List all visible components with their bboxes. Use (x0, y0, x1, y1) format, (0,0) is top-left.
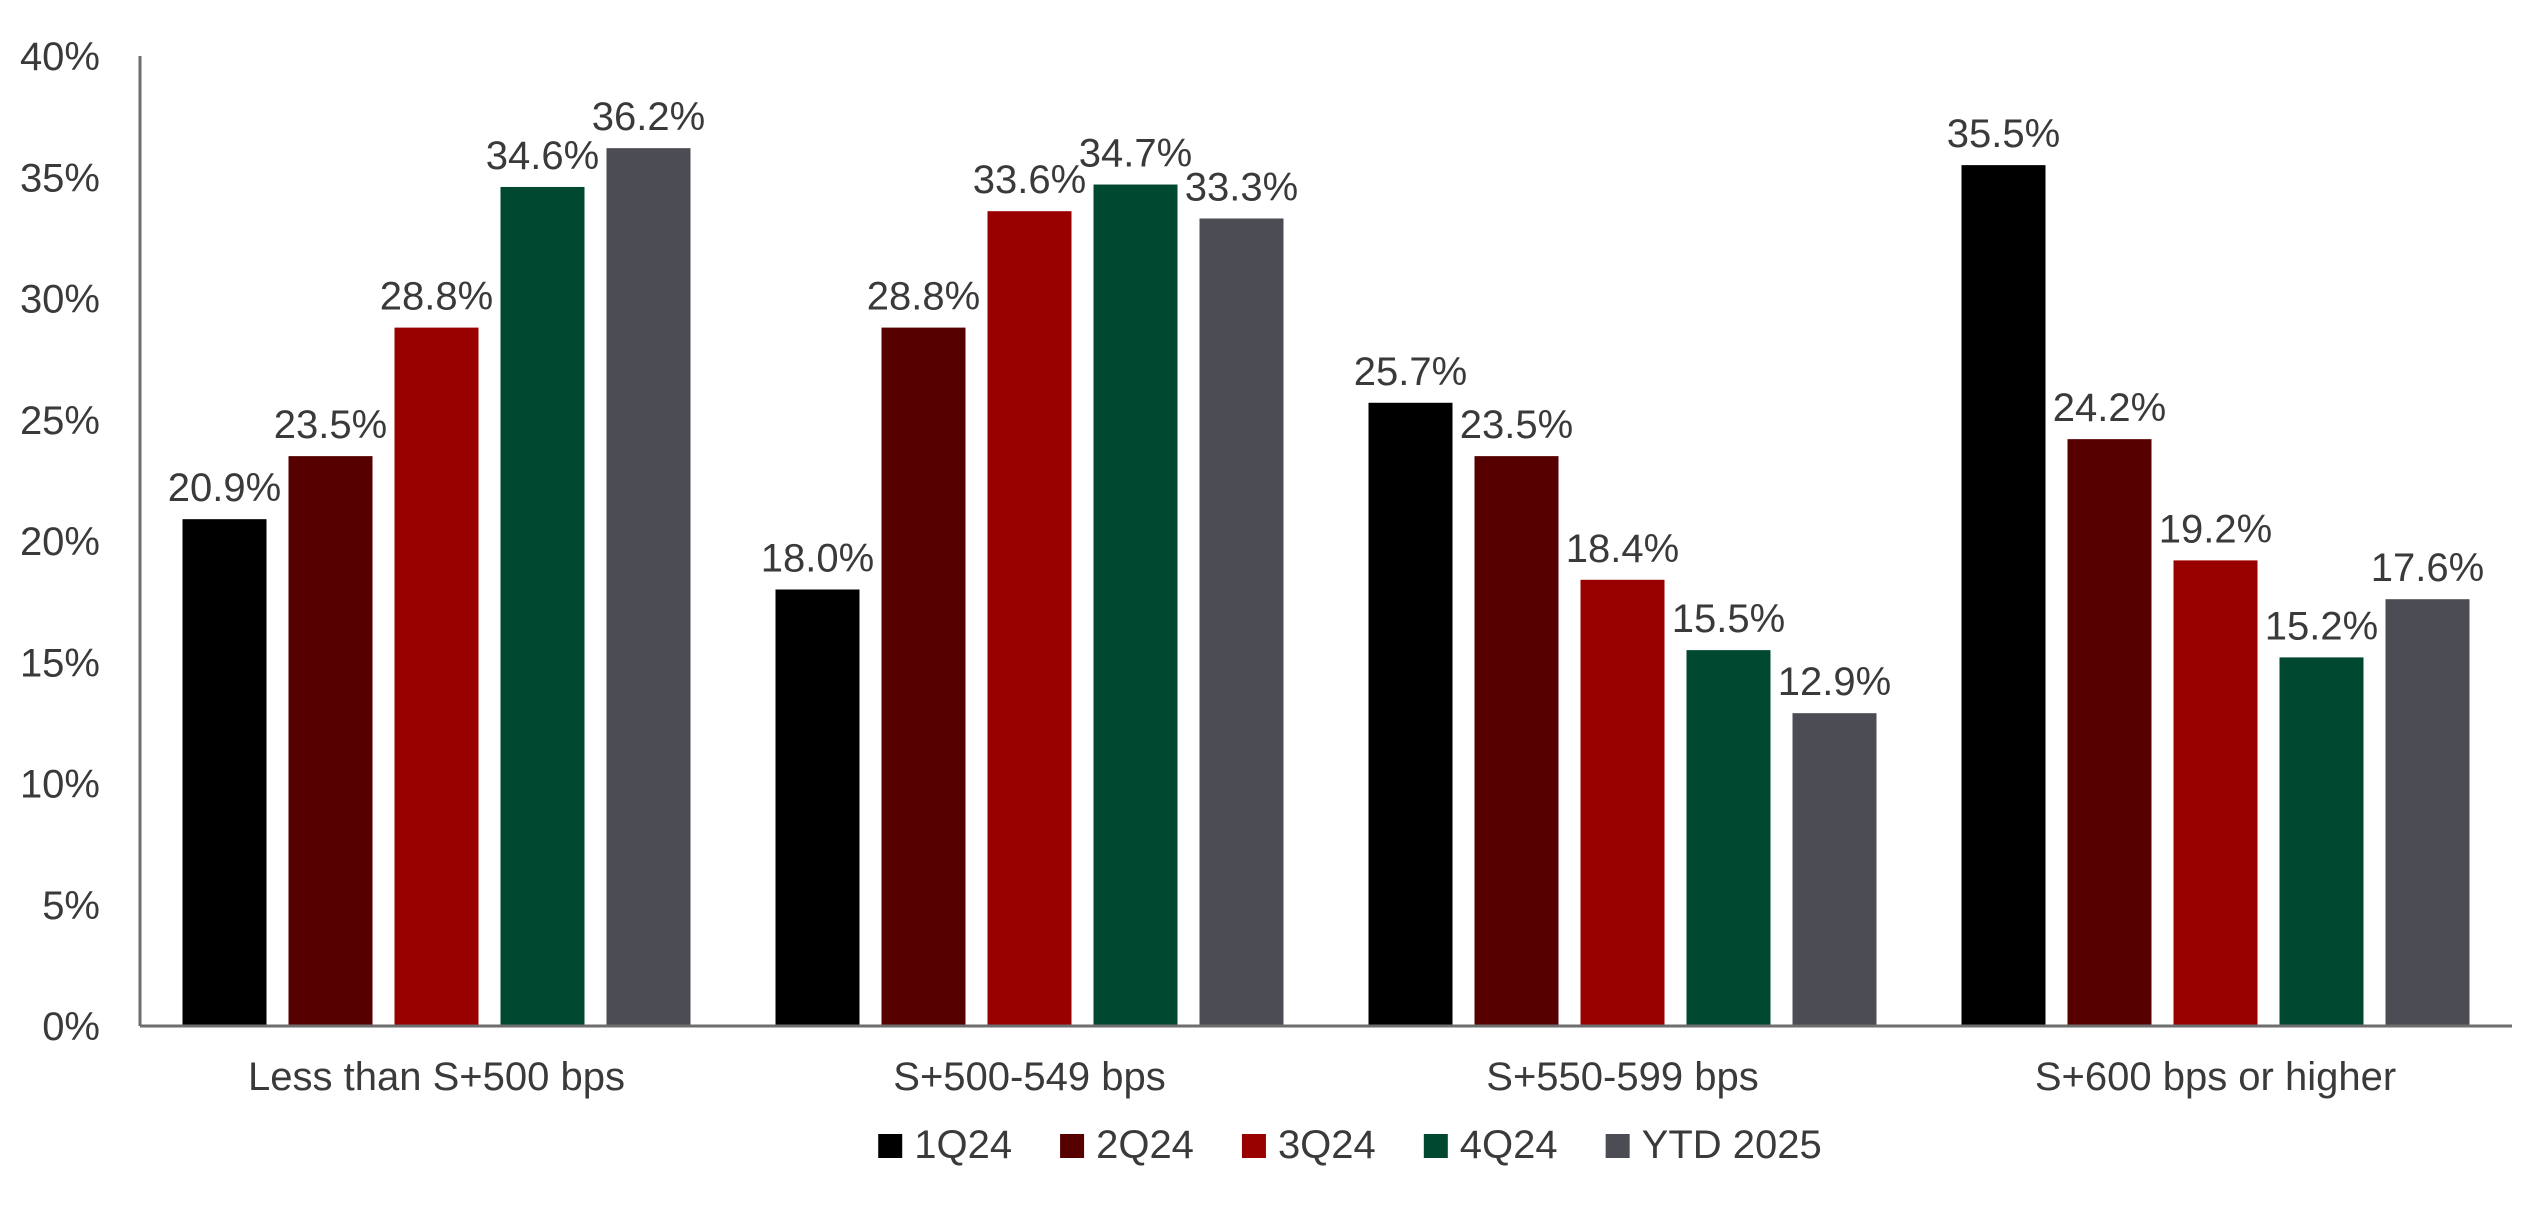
value-label: 28.8% (380, 275, 493, 319)
y-tick-label: 5% (42, 884, 100, 928)
value-label: 15.5% (1672, 597, 1785, 641)
bar-1q24-3 (1368, 402, 1453, 1026)
legend-swatch-3q24 (1241, 1134, 1266, 1158)
bar-3q24-3 (1580, 579, 1665, 1026)
value-label: 23.5% (274, 403, 387, 447)
x-category-label: S+600 bps or higher (2035, 1055, 2396, 1099)
bar-ytd-2025-2 (1199, 218, 1284, 1027)
legend-label-ytd-2025: YTD 2025 (1642, 1123, 1822, 1167)
x-category-label: Less than S+500 bps (248, 1055, 625, 1099)
y-tick-label: 0% (42, 1005, 100, 1049)
y-tick-label: 10% (20, 763, 100, 807)
legend-swatch-2q24 (1060, 1134, 1085, 1158)
value-label: 12.9% (1778, 660, 1891, 704)
legend: 1Q24 2Q24 3Q24 4Q24 YTD 2025 (878, 1123, 1822, 1167)
value-labels-layer: 20.9% 23.5% 28.8% 34.6%36.2% 18.0% 28.8% 33.6%… (168, 95, 2484, 704)
legend-swatch-1q24 (878, 1134, 903, 1158)
y-tick-label: 15% (20, 641, 100, 685)
legend-label-4q24: 4Q24 (1460, 1123, 1558, 1167)
bar-3q24-4 (2173, 560, 2258, 1026)
y-tick-label: 30% (20, 278, 100, 322)
value-label: 33.3% (1185, 165, 1298, 209)
legend-label-1q24: 1Q24 (914, 1123, 1012, 1167)
value-label: 18.0% (761, 537, 874, 581)
value-label: 34.6% (486, 134, 599, 178)
x-category-label: S+550-599 bps (1486, 1055, 1758, 1099)
y-tick-label: 35% (20, 156, 100, 200)
value-label: 28.8% (867, 275, 980, 319)
y-tick-label: 25% (20, 399, 100, 443)
value-label: 33.6% (973, 158, 1086, 202)
legend-swatch-4q24 (1423, 1134, 1448, 1158)
value-label: 18.4% (1566, 527, 1679, 571)
bar-2q24-4 (2067, 439, 2152, 1026)
bar-2q24-1 (288, 456, 373, 1026)
bar-1q24-1 (182, 519, 267, 1026)
bar-ytd-2025-3 (1792, 713, 1877, 1026)
y-tick-label: 40% (20, 35, 100, 79)
bar-3q24-2 (987, 211, 1072, 1026)
value-label: 34.7% (1079, 132, 1192, 176)
bar-1q24-4 (1961, 165, 2046, 1026)
bars-layer (182, 148, 2470, 1027)
value-label: 19.2% (2159, 507, 2272, 551)
bar-3q24-1 (394, 327, 479, 1027)
legend-label-2q24: 2Q24 (1096, 1123, 1194, 1167)
legend-label-3q24: 3Q24 (1278, 1123, 1376, 1167)
value-label: 36.2% (592, 95, 705, 139)
bar-4q24-4 (2279, 657, 2364, 1026)
bar-ytd-2025-1 (606, 148, 691, 1026)
value-label: 35.5% (1947, 112, 2060, 156)
bar-4q24-1 (500, 186, 585, 1026)
axes-layer: 0% 5% 10% 15% 20% 25% 30% 35% 40% Less than S+500… (20, 35, 2512, 1099)
bar-2q24-3 (1474, 456, 1559, 1026)
value-label: 23.5% (1460, 403, 1573, 447)
value-label: 25.7% (1354, 350, 1467, 394)
value-label: 24.2% (2053, 386, 2166, 430)
bar-2q24-2 (881, 327, 966, 1027)
x-category-label: S+500-549 bps (893, 1055, 1165, 1099)
bar-ytd-2025-4 (2385, 599, 2470, 1026)
y-tick-label: 20% (20, 520, 100, 564)
bar-4q24-2 (1093, 184, 1178, 1026)
legend-swatch-ytd-2025 (1605, 1134, 1630, 1158)
value-label: 15.2% (2265, 604, 2378, 648)
bar-4q24-3 (1686, 650, 1771, 1026)
value-label: 17.6% (2371, 546, 2484, 590)
bar-1q24-2 (775, 589, 860, 1026)
value-label: 20.9% (168, 466, 281, 510)
